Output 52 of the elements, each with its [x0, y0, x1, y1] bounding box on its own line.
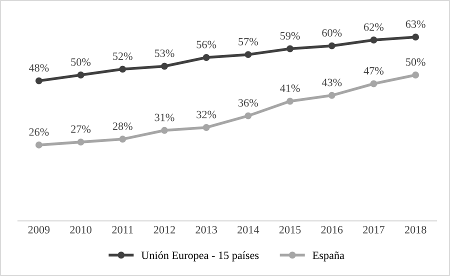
data-label: 60%	[322, 29, 342, 37]
point	[412, 34, 420, 41]
data-label: 28%	[112, 122, 132, 130]
data-label: 50%	[71, 58, 91, 66]
x-tick-label: 2015	[279, 226, 301, 234]
data-label: 26%	[29, 128, 49, 136]
x-tick-label: 2016	[321, 226, 343, 234]
point	[244, 112, 252, 120]
point	[202, 124, 210, 131]
data-label: 32%	[196, 110, 216, 118]
data-label: 27%	[71, 125, 91, 133]
legend-label: España	[312, 252, 344, 262]
data-label: 52%	[113, 52, 132, 60]
point	[119, 66, 126, 73]
point	[370, 36, 378, 44]
legend-label: Unión Europea - 15 países	[141, 251, 259, 262]
data-label: 43%	[322, 78, 342, 86]
data-label: 56%	[196, 40, 216, 48]
point	[328, 92, 336, 99]
data-label: 36%	[238, 99, 258, 107]
point	[286, 45, 294, 52]
data-label: 31%	[154, 114, 174, 122]
data-label: 57%	[238, 38, 258, 46]
data-label: 47%	[364, 67, 384, 75]
point	[328, 42, 336, 50]
x-tick-label: 2018	[404, 226, 426, 234]
point	[202, 54, 210, 61]
x-tick-label: 2011	[112, 226, 133, 234]
point	[161, 62, 168, 70]
point	[161, 126, 168, 134]
data-label: 48%	[28, 64, 49, 72]
x-tick-label: 2013	[196, 226, 217, 234]
point	[119, 136, 126, 143]
data-label: 53%	[154, 50, 174, 58]
x-tick-label: 2014	[238, 226, 260, 234]
data-label: 63%	[406, 20, 426, 28]
point	[77, 138, 84, 146]
x-tick-label: 2017	[363, 226, 385, 234]
x-tick-label: 2009	[28, 226, 50, 234]
point	[35, 77, 42, 84]
data-label: 50%	[406, 58, 426, 66]
x-tick-label: 2010	[70, 226, 92, 234]
point	[370, 80, 378, 88]
x-tick-label: 2012	[154, 226, 175, 234]
point	[286, 98, 294, 105]
point	[244, 51, 252, 58]
point	[77, 72, 84, 78]
data-label: 62%	[364, 23, 384, 31]
point	[412, 72, 420, 78]
data-label: 41%	[280, 84, 300, 92]
data-label: 59%	[280, 32, 300, 40]
point	[35, 142, 42, 148]
